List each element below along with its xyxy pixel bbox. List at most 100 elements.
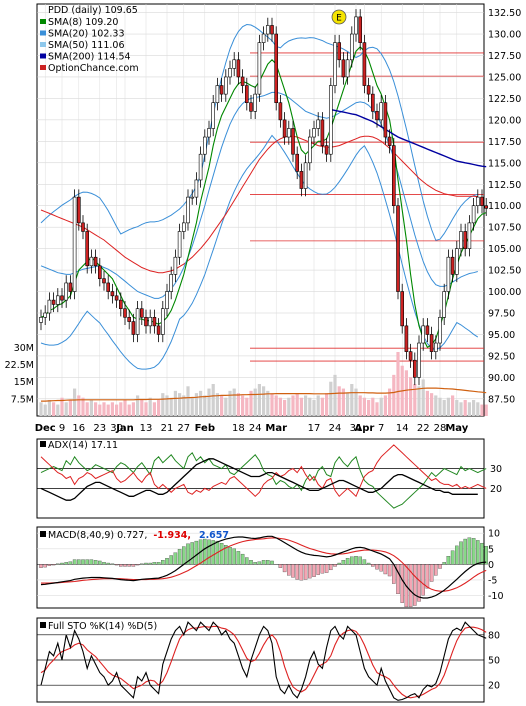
macd-histogram-bar xyxy=(480,542,484,565)
volume-bar xyxy=(320,397,324,416)
macd-histogram-bar xyxy=(438,564,442,569)
candle-up xyxy=(345,59,350,78)
macd-histogram-bar xyxy=(291,564,295,578)
volume-bar xyxy=(165,395,169,416)
macd-histogram-bar xyxy=(131,564,136,567)
macd-histogram-bar xyxy=(287,564,291,576)
macd-histogram-bar xyxy=(165,558,169,565)
volume-bar xyxy=(89,400,93,416)
price-tick-label: 130.00 xyxy=(488,30,521,41)
stochastic-panel: 80 50 20 Full STO %K(14) %D(5) xyxy=(36,617,500,703)
candle-down xyxy=(245,85,249,104)
volume-bar xyxy=(136,395,140,416)
macd-histogram-bar xyxy=(421,564,425,596)
candle-down xyxy=(429,334,434,352)
volume-bar xyxy=(127,404,131,416)
macd-histogram-bar xyxy=(152,562,157,565)
date-tick-label: 18 xyxy=(232,423,245,434)
volume-bar xyxy=(337,386,341,416)
candle-up xyxy=(43,312,48,318)
candle-down xyxy=(291,128,295,155)
volume-bar xyxy=(266,390,270,416)
macd-histogram-bar xyxy=(375,564,379,570)
volume-tick-label: 7.5M xyxy=(11,394,34,405)
macd-histogram-bar xyxy=(379,564,383,572)
macd-histogram-bar xyxy=(228,547,232,565)
volume-bar xyxy=(287,397,291,416)
volume-bar xyxy=(161,393,165,416)
macd-panel: 10 5 0 -5 -10 MACD(8,40,9) 0.727, -1.934, 2.65… xyxy=(36,526,504,609)
candle-down xyxy=(375,110,379,121)
volume-bar xyxy=(484,404,488,416)
candle-down xyxy=(400,291,405,327)
volume-bar xyxy=(379,397,383,416)
macd-histogram-bar xyxy=(316,564,320,575)
volume-bar xyxy=(404,370,408,416)
volume-bar xyxy=(73,388,77,416)
candle-up xyxy=(316,119,321,129)
macd-histogram-bar xyxy=(135,564,140,566)
volume-bar xyxy=(56,404,60,416)
candle-up xyxy=(232,59,236,69)
adx-line xyxy=(40,458,478,501)
price-tick-label: 127.50 xyxy=(488,51,521,62)
candle-up xyxy=(72,196,77,292)
volume-bar xyxy=(278,397,282,416)
volume-bar xyxy=(207,388,211,416)
candle-down xyxy=(341,59,346,78)
macd-histogram-bar xyxy=(354,556,358,565)
volume-bar xyxy=(190,397,194,416)
candle-down xyxy=(219,85,224,95)
macd-histogram-bar xyxy=(232,548,236,565)
candle-up xyxy=(333,42,337,86)
candle-up xyxy=(328,85,333,155)
date-tick-label: May xyxy=(445,423,468,434)
upper-band-line xyxy=(40,23,478,241)
volume-bar xyxy=(144,402,148,416)
volume-bar xyxy=(77,395,81,416)
candle-up xyxy=(182,222,186,232)
sto-title: Full STO %K(14) %D(5) xyxy=(48,621,157,632)
volume-bar xyxy=(304,395,308,416)
macd-histogram-bar xyxy=(387,564,392,577)
macd-histogram-bar xyxy=(358,556,362,565)
legend-label: SMA(8) 109.20 xyxy=(48,17,118,28)
candle-up xyxy=(89,256,94,267)
macd-histogram-bar xyxy=(64,562,68,565)
candle-down xyxy=(85,231,89,267)
price-tick-label: 107.50 xyxy=(488,223,521,234)
candle-down xyxy=(110,291,115,297)
macd-histogram-bar xyxy=(303,564,308,580)
macd-histogram-bar xyxy=(324,564,329,573)
macd-histogram-bar xyxy=(207,539,211,565)
macd-histogram-bar xyxy=(312,564,316,577)
candle-up xyxy=(169,274,173,292)
macd-histogram-bar xyxy=(119,564,123,567)
candle-down xyxy=(119,299,123,310)
volume-bar xyxy=(115,404,119,416)
volume-bar xyxy=(476,402,480,416)
candle-down xyxy=(140,308,144,318)
volume-tick-label: 15M xyxy=(14,377,34,388)
sto-tick-label: 80 xyxy=(488,630,500,641)
price-tick-label: 97.50 xyxy=(488,309,515,320)
volume-bar xyxy=(472,400,476,416)
candle-up xyxy=(257,42,262,95)
candle-down xyxy=(484,205,489,209)
sto-tick-label: 50 xyxy=(488,656,500,667)
date-tick-label: Mar xyxy=(265,423,287,434)
date-tick-label: 16 xyxy=(72,423,85,434)
volume-bar xyxy=(371,397,375,416)
macd-histogram-bar xyxy=(51,564,56,566)
legend-label: SMA(50) 111.06 xyxy=(48,40,125,51)
macd-value: MACD(8,40,9) 0.727, xyxy=(48,530,147,541)
macd-histogram-bar xyxy=(467,537,472,565)
earnings-badge-circle xyxy=(331,9,347,25)
volume-bar xyxy=(446,397,450,416)
volume-y-axis: 30M 22.5M 15M 7.5M xyxy=(5,343,34,405)
price-tick-label: 122.50 xyxy=(488,94,521,105)
macd-histogram-bar xyxy=(383,564,388,575)
date-tick-label: 14 xyxy=(396,423,409,434)
legend-swatch xyxy=(40,53,46,59)
price-tick-label: 120.00 xyxy=(488,115,521,126)
